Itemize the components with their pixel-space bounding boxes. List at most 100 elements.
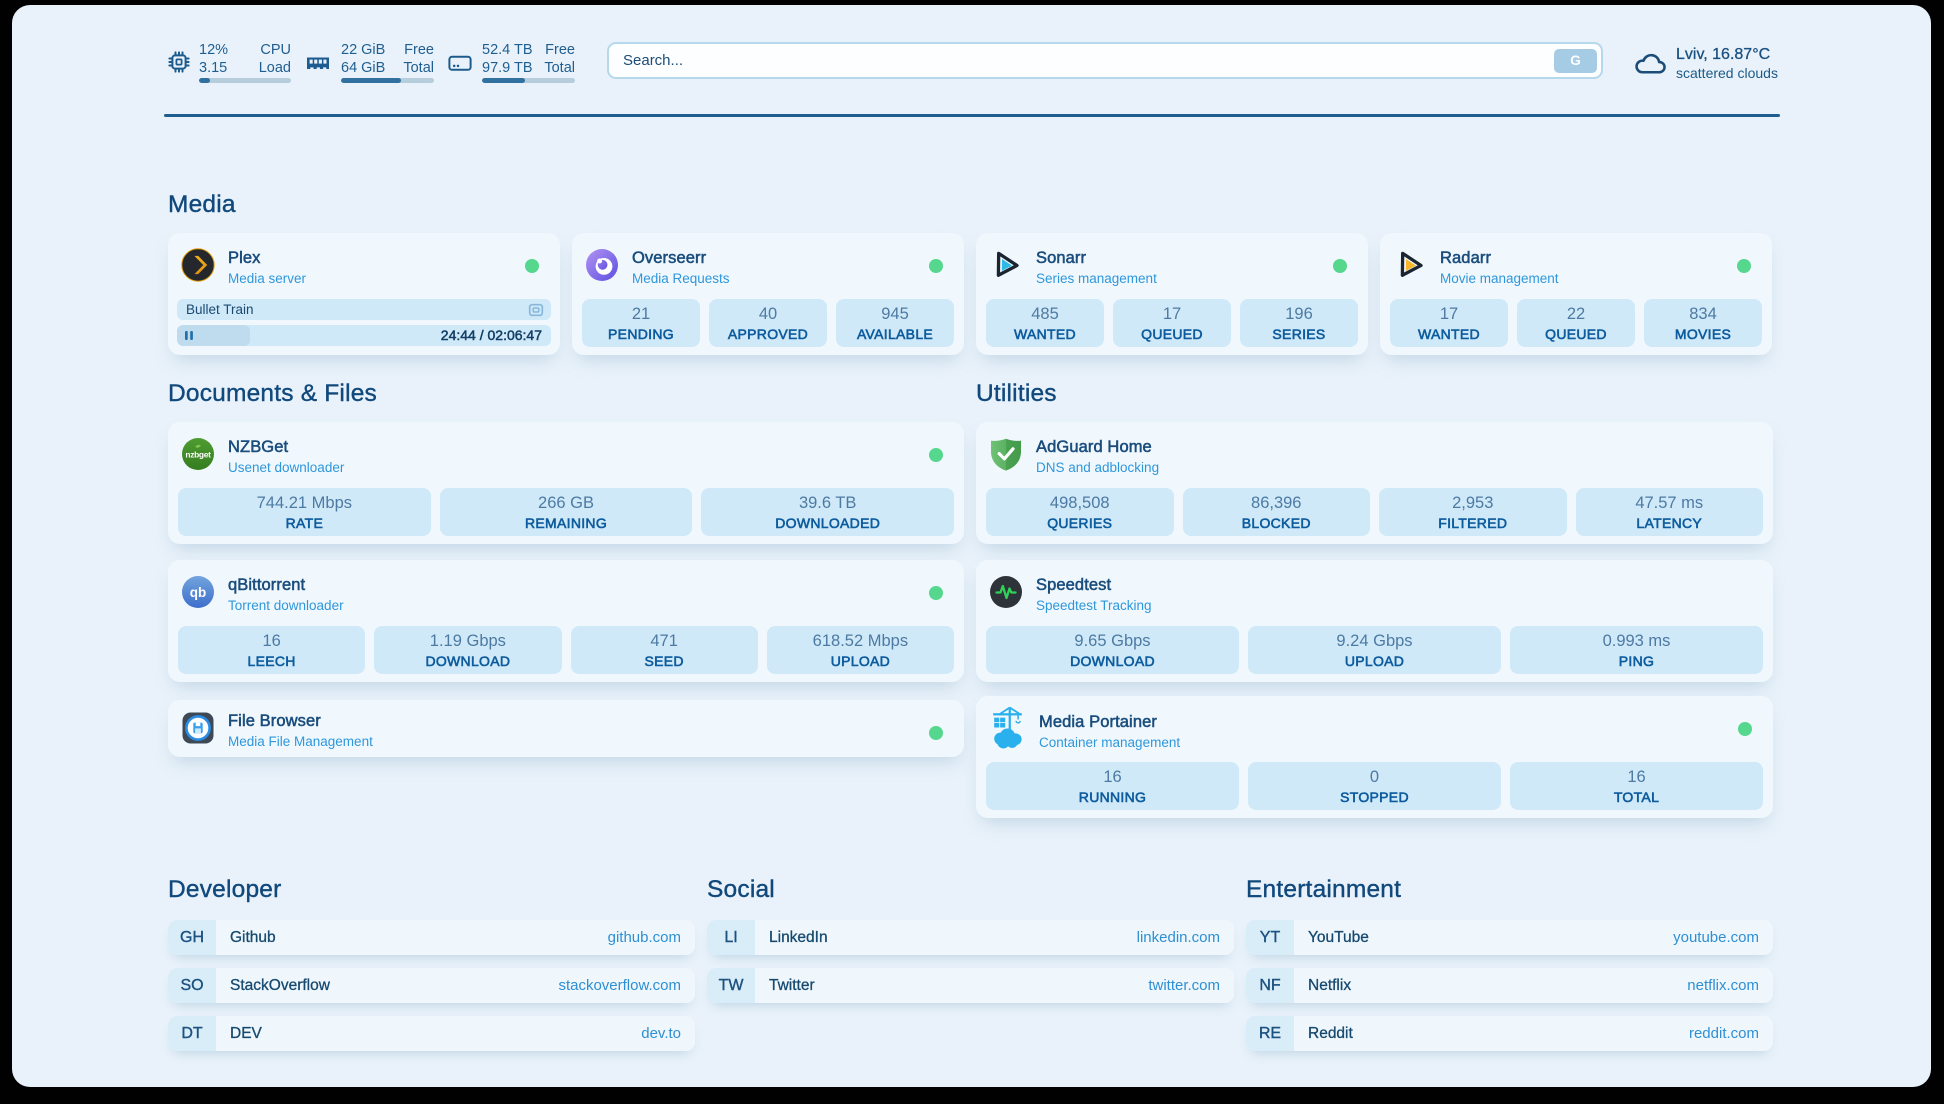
stat-label: TOTAL bbox=[1613, 789, 1660, 806]
stat-value: 196 bbox=[1285, 305, 1313, 323]
cpu-usage-label: CPU bbox=[260, 42, 291, 58]
app-name-nzbget[interactable]: NZBGet bbox=[228, 438, 289, 457]
plex-progress-bar: 24:44 / 02:06:47 bbox=[177, 325, 551, 346]
bookmark-abbr: SO bbox=[168, 968, 216, 1003]
disk-free-label: Free bbox=[545, 42, 575, 58]
stat-value: 47.57 ms bbox=[1635, 494, 1704, 512]
app-name-plex[interactable]: Plex bbox=[228, 249, 261, 268]
app-desc-sonarr: Series management bbox=[1036, 271, 1157, 286]
bookmark-abbr: YT bbox=[1246, 920, 1294, 955]
app-name-speedtest[interactable]: Speedtest bbox=[1036, 576, 1112, 595]
stat-value: 0.993 ms bbox=[1602, 632, 1671, 650]
app-card-radarr[interactable]: Radarr Movie management 17 WANTED 22 QUE… bbox=[1380, 233, 1772, 355]
stat-value: 16 bbox=[262, 632, 281, 650]
disk-total-value: 97.9 TB bbox=[482, 60, 533, 76]
stat-tile: 9.65 Gbps DOWNLOAD bbox=[986, 626, 1239, 674]
app-card-portainer[interactable]: Media Portainer Container management 16 … bbox=[976, 696, 1773, 818]
memory-total-value: 64 GiB bbox=[341, 60, 386, 76]
app-card-filebrowser[interactable]: File Browser Media File Management bbox=[168, 700, 964, 757]
stat-label: LEECH bbox=[247, 653, 296, 670]
stat-tile: 16 LEECH bbox=[178, 626, 366, 674]
app-card-qbittorrent[interactable]: qBittorrent Torrent downloader 16 LEECH … bbox=[168, 560, 964, 682]
app-card-sonarr[interactable]: Sonarr Series management 485 WANTED 17 Q… bbox=[976, 233, 1368, 355]
stat-tile: 16 RUNNING bbox=[986, 762, 1239, 810]
overseerr-icon bbox=[586, 249, 618, 281]
plex-now-playing-title: Bullet Train bbox=[186, 302, 254, 317]
app-name-sonarr[interactable]: Sonarr bbox=[1036, 249, 1087, 268]
stat-label: STOPPED bbox=[1340, 789, 1409, 806]
stat-value: 17 bbox=[1439, 305, 1459, 323]
status-dot-online bbox=[929, 726, 943, 740]
bookmark-name: DEV bbox=[230, 1024, 262, 1042]
app-desc-filebrowser: Media File Management bbox=[228, 734, 373, 749]
app-desc-plex: Media server bbox=[228, 271, 307, 286]
nzbget-icon bbox=[182, 438, 214, 470]
stat-value: 834 bbox=[1689, 305, 1717, 323]
memory-progress-fill bbox=[341, 78, 402, 83]
bookmark-twitter[interactable]: TW Twitter twitter.com bbox=[707, 968, 1234, 1003]
bookmark-url: stackoverflow.com bbox=[558, 977, 681, 994]
status-dot-online bbox=[929, 586, 943, 600]
bookmark-reddit[interactable]: RE Reddit reddit.com bbox=[1246, 1016, 1773, 1051]
stat-tile: 2,953 FILTERED bbox=[1379, 488, 1567, 536]
bookmark-dev[interactable]: DT DEV dev.to bbox=[168, 1016, 695, 1051]
stat-label: REMAINING bbox=[524, 515, 608, 532]
app-card-adguard[interactable]: AdGuard Home DNS and adblocking 498,508 … bbox=[976, 422, 1773, 544]
stat-value: 2,953 bbox=[1452, 494, 1494, 512]
cpu-chip-icon bbox=[168, 51, 190, 73]
bookmark-linkedin[interactable]: LI LinkedIn linkedin.com bbox=[707, 920, 1234, 955]
bookmark-stackoverflow[interactable]: SO StackOverflow stackoverflow.com bbox=[168, 968, 695, 1003]
stat-value: 21 bbox=[631, 305, 651, 323]
pause-icon[interactable] bbox=[185, 331, 193, 340]
search-input[interactable] bbox=[609, 44, 1601, 77]
bookmark-github[interactable]: GH Github github.com bbox=[168, 920, 695, 955]
bookmark-abbr: RE bbox=[1246, 1016, 1294, 1051]
app-name-adguard[interactable]: AdGuard Home bbox=[1036, 438, 1152, 457]
app-desc-overseerr: Media Requests bbox=[632, 271, 730, 286]
app-name-qbittorrent[interactable]: qBittorrent bbox=[228, 576, 306, 595]
filebrowser-icon bbox=[181, 711, 215, 745]
stat-value: 618.52 Mbps bbox=[812, 632, 909, 650]
app-card-overseerr[interactable]: Overseerr Media Requests 21 PENDING 40 A… bbox=[572, 233, 964, 355]
stat-tile: 17 WANTED bbox=[1390, 299, 1508, 347]
stat-tile: 485 WANTED bbox=[986, 299, 1104, 347]
app-card-speedtest[interactable]: Speedtest Speedtest Tracking 9.65 Gbps D… bbox=[976, 560, 1773, 682]
bookmark-youtube[interactable]: YT YouTube youtube.com bbox=[1246, 920, 1773, 955]
status-dot-online bbox=[929, 448, 943, 462]
stat-tile: 834 MOVIES bbox=[1644, 299, 1762, 347]
bookmark-url: dev.to bbox=[641, 1025, 681, 1042]
stat-tile: 39.6 TB DOWNLOADED bbox=[701, 488, 955, 536]
stat-value: 471 bbox=[650, 632, 678, 650]
app-desc-radarr: Movie management bbox=[1440, 271, 1559, 286]
stat-value: 945 bbox=[881, 305, 909, 323]
stat-tile: 17 QUEUED bbox=[1113, 299, 1231, 347]
status-dot-online bbox=[1333, 259, 1347, 273]
bookmark-abbr: GH bbox=[168, 920, 216, 955]
stat-value: 0 bbox=[1369, 768, 1380, 786]
plex-now-playing: Bullet Train bbox=[177, 299, 551, 320]
app-name-portainer[interactable]: Media Portainer bbox=[1039, 713, 1157, 732]
stat-value: 16 bbox=[1627, 768, 1646, 786]
app-name-filebrowser[interactable]: File Browser bbox=[228, 712, 321, 731]
app-card-plex[interactable]: Plex Media server Bullet Train 24:44 / 0… bbox=[168, 233, 560, 355]
app-name-overseerr[interactable]: Overseerr bbox=[632, 249, 707, 268]
hard-drive-icon bbox=[448, 55, 472, 71]
app-card-nzbget[interactable]: NZBGet Usenet downloader 744.21 Mbps RAT… bbox=[168, 422, 964, 544]
bookmark-netflix[interactable]: NF Netflix netflix.com bbox=[1246, 968, 1773, 1003]
status-dot-online bbox=[1738, 722, 1752, 736]
stat-label: FILTERED bbox=[1438, 515, 1508, 532]
stat-label: RATE bbox=[285, 515, 324, 532]
search-bar: G bbox=[607, 42, 1603, 79]
cast-icon[interactable] bbox=[528, 302, 544, 318]
stat-label: DOWNLOAD bbox=[425, 653, 511, 670]
search-provider-button[interactable]: G bbox=[1554, 48, 1597, 73]
section-title-entertainment: Entertainment bbox=[1246, 876, 1402, 903]
plex-progress-time: 24:44 / 02:06:47 bbox=[440, 327, 543, 344]
app-name-radarr[interactable]: Radarr bbox=[1440, 249, 1492, 268]
bookmark-name: LinkedIn bbox=[769, 928, 828, 946]
bookmark-url: github.com bbox=[607, 929, 681, 946]
plex-progress-played bbox=[177, 325, 250, 346]
app-desc-qbittorrent: Torrent downloader bbox=[228, 598, 344, 613]
stat-value: 39.6 TB bbox=[798, 494, 857, 512]
